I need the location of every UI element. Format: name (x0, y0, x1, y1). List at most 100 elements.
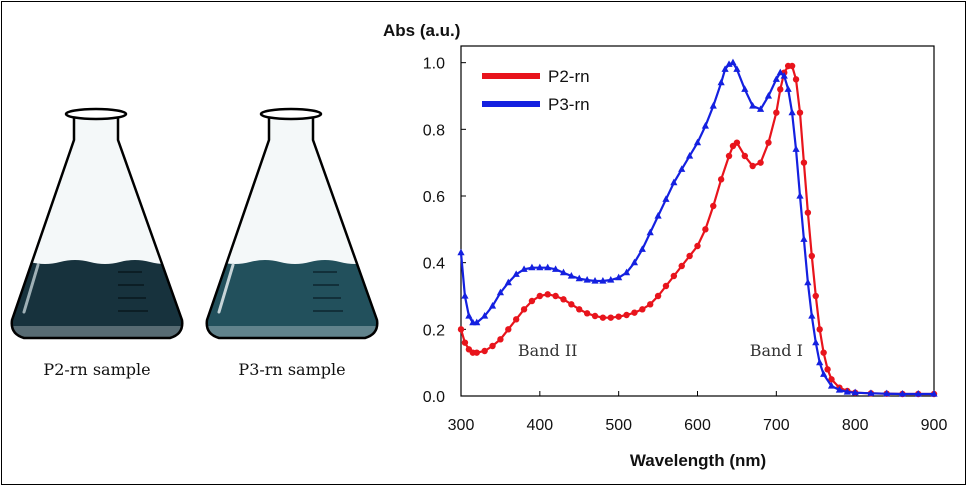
data-point (851, 388, 859, 396)
annotations: Band II Band I (518, 341, 803, 360)
x-tick-label: 600 (684, 417, 711, 434)
data-point (473, 349, 480, 356)
legend-label: P2-rn (548, 67, 590, 86)
data-point (792, 76, 800, 83)
x-tick-label: 400 (526, 417, 553, 434)
series-p2-rn (457, 62, 938, 398)
data-point (662, 282, 670, 290)
flask-p3-liquid (206, 260, 378, 338)
data-point (883, 389, 891, 397)
data-point (764, 92, 773, 99)
data-point (461, 339, 469, 346)
x-tick-label: 500 (605, 417, 632, 434)
flask-p3-caption: P3-rn sample (238, 360, 346, 379)
data-point (828, 376, 835, 383)
data-point (622, 268, 631, 276)
band-annotation: Band I (750, 341, 803, 360)
data-point (686, 252, 693, 260)
data-point (678, 165, 686, 172)
flask-p3-highlight (217, 263, 235, 314)
data-point (638, 245, 646, 252)
axis-ticks: 300 400 500 600 700 800 900 0.0 0.2 0.4 0.6 0.8 1.0 (423, 56, 948, 434)
data-point (591, 277, 599, 284)
data-point (528, 297, 536, 305)
data-point (670, 272, 678, 280)
data-point (812, 338, 820, 346)
data-point (867, 389, 875, 396)
data-point (654, 212, 662, 219)
data-point (804, 278, 812, 286)
data-point (481, 312, 489, 319)
data-point (473, 318, 481, 326)
data-point (457, 248, 465, 256)
data-point (607, 276, 615, 283)
data-point (693, 138, 702, 146)
data-point (804, 209, 812, 216)
data-point (583, 310, 591, 317)
y-tick-label: 0.6 (423, 189, 445, 206)
y-axis-title: Abs (a.u.) (383, 21, 460, 40)
data-point (678, 262, 685, 270)
data-point (800, 235, 808, 242)
data-point (765, 139, 772, 146)
data-point (575, 274, 583, 282)
data-point (843, 388, 851, 395)
data-point (520, 265, 528, 272)
data-point (694, 242, 701, 250)
data-point (800, 159, 808, 166)
data-point (733, 139, 741, 146)
x-axis-title: Wavelength (nm) (630, 451, 766, 470)
data-point (528, 263, 536, 271)
data-point (914, 390, 922, 397)
data-point (749, 162, 756, 170)
data-point (792, 145, 800, 152)
data-point (710, 202, 717, 210)
x-tick-label: 700 (763, 417, 790, 434)
data-point (496, 288, 505, 296)
legend-label: P3-rn (548, 95, 590, 114)
data-point (639, 306, 646, 313)
data-point (615, 313, 622, 320)
data-point (559, 268, 568, 276)
data-point (701, 122, 709, 129)
data-point (599, 314, 607, 321)
data-point (816, 358, 824, 366)
y-tick-label: 1.0 (423, 56, 445, 73)
data-point (709, 102, 717, 109)
data-point (568, 301, 575, 308)
data-point (820, 370, 828, 377)
data-point (544, 263, 552, 271)
data-point (560, 296, 567, 303)
data-point (772, 75, 780, 82)
data-point (552, 292, 559, 300)
data-point (788, 108, 796, 116)
y-tick-label: 0.4 (423, 256, 445, 273)
data-point (930, 390, 938, 397)
data-point (552, 265, 560, 272)
data-point (729, 58, 737, 66)
data-point (623, 311, 630, 319)
data-point (717, 78, 725, 86)
data-point (647, 301, 654, 308)
data-point (816, 326, 823, 333)
data-point (497, 336, 504, 343)
data-point (796, 192, 804, 199)
series-layer (457, 58, 938, 398)
data-point (773, 109, 780, 116)
data-point (481, 347, 488, 355)
data-point (741, 85, 749, 92)
data-point (725, 152, 733, 160)
data-point (512, 270, 520, 277)
y-tick-label: 0.2 (423, 322, 445, 339)
data-point (599, 277, 607, 284)
data-point (536, 263, 544, 271)
x-tick-label: 300 (448, 417, 475, 434)
data-point (827, 382, 836, 389)
data-point (654, 292, 662, 300)
data-point (662, 195, 670, 202)
data-point (756, 105, 765, 112)
data-point (749, 102, 757, 109)
data-point (504, 278, 512, 286)
